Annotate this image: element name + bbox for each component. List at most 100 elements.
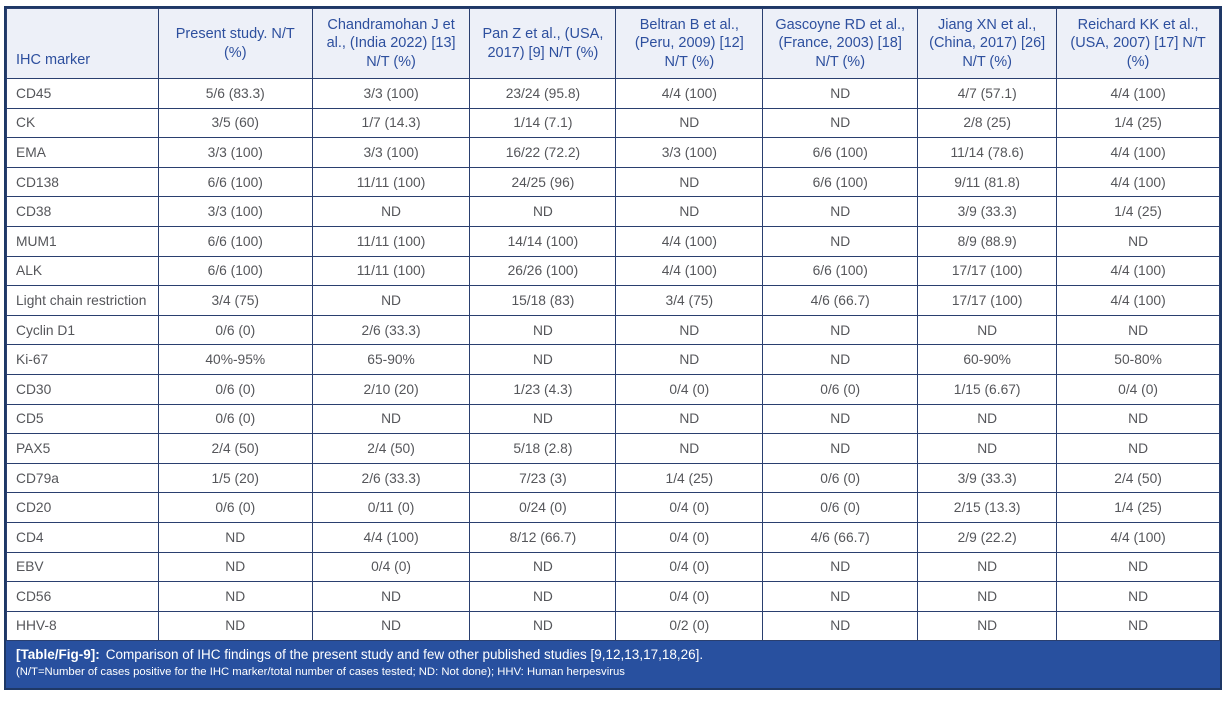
table-header: IHC marker Present study. N/T (%) Chandram… xyxy=(6,8,1220,79)
value-cell: 4/4 (100) xyxy=(1056,166,1220,198)
value-cell: ND xyxy=(917,314,1058,346)
value-cell: 2/4 (50) xyxy=(1056,462,1220,494)
value-cell: ND xyxy=(469,551,617,583)
value-cell: 3/3 (100) xyxy=(311,78,471,109)
column-header: Beltran B et al., (Peru, 2009) [12] N/T … xyxy=(615,8,764,79)
marker-cell: EBV xyxy=(6,551,159,583)
value-cell: 4/4 (100) xyxy=(1056,285,1220,316)
table-row: CD30 0/6 (0) 2/10 (20) 1/23 (4.3) 0/4 (0) 0/6… xyxy=(6,373,1220,405)
value-cell: ND xyxy=(762,433,919,464)
value-cell: 6/6 (100) xyxy=(762,166,919,198)
value-cell: 6/6 (100) xyxy=(762,255,919,287)
value-cell: 4/4 (100) xyxy=(1056,521,1220,553)
value-cell: ND xyxy=(762,610,919,642)
value-cell: ND xyxy=(311,196,471,227)
value-cell: ND xyxy=(762,344,919,375)
value-cell: 40%-95% xyxy=(157,344,313,375)
table-row: Cyclin D1 0/6 (0) 2/6 (33.3) ND ND ND ND ND xyxy=(6,314,1220,346)
table-row: EBV ND 0/4 (0) ND 0/4 (0) ND ND ND xyxy=(6,551,1220,583)
value-cell: ND xyxy=(615,403,764,435)
value-cell: 8/12 (66.7) xyxy=(469,521,617,553)
value-cell: 4/4 (100) xyxy=(615,255,764,287)
value-cell: 3/3 (100) xyxy=(615,137,764,168)
table-row: CD4 ND 4/4 (100) 8/12 (66.7) 0/4 (0) 4/6 (66.… xyxy=(6,521,1220,553)
value-cell: 11/14 (78.6) xyxy=(917,137,1058,168)
value-cell: ND xyxy=(469,196,617,227)
value-cell: 5/6 (83.3) xyxy=(157,78,313,109)
value-cell: 1/23 (4.3) xyxy=(469,373,617,405)
caption-footnote: (N/T=Number of cases positive for the IH… xyxy=(16,666,625,679)
value-cell: ND xyxy=(1056,225,1220,257)
value-cell: 3/9 (33.3) xyxy=(917,462,1058,494)
caption-text: Comparison of IHC findings of the presen… xyxy=(105,647,704,663)
table-row: Light chain restriction 3/4 (75) ND 15/18 (… xyxy=(6,285,1220,316)
value-cell: 1/4 (25) xyxy=(1056,107,1220,139)
value-cell: 6/6 (100) xyxy=(157,166,313,198)
value-cell: 4/4 (100) xyxy=(615,78,764,109)
value-cell: ND xyxy=(469,403,617,435)
value-cell: 0/11 (0) xyxy=(311,492,471,523)
table-row: CK 3/5 (60) 1/7 (14.3) 1/14 (7.1) ND ND 2/8 (2… xyxy=(6,107,1220,139)
marker-cell: EMA xyxy=(6,137,159,168)
value-cell: ND xyxy=(615,166,764,198)
value-cell: 0/6 (0) xyxy=(762,462,919,494)
value-cell: 0/4 (0) xyxy=(615,521,764,553)
value-cell: 8/9 (88.9) xyxy=(917,225,1058,257)
table-row: CD38 3/3 (100) ND ND ND ND 3/9 (33.3) 1/4 (25) xyxy=(6,196,1220,227)
value-cell: ND xyxy=(1056,314,1220,346)
value-cell: 3/3 (100) xyxy=(311,137,471,168)
table-row: CD5 0/6 (0) ND ND ND ND ND ND xyxy=(6,403,1220,435)
value-cell: ND xyxy=(917,581,1058,612)
value-cell: ND xyxy=(157,551,313,583)
value-cell: 0/4 (0) xyxy=(615,373,764,405)
ihc-comparison-table: IHC marker Present study. N/T (%) Chandram… xyxy=(6,8,1220,642)
column-header: Jiang XN et al., (China, 2017) [26] N/T … xyxy=(917,8,1058,79)
value-cell: ND xyxy=(762,581,919,612)
column-header: Present study. N/T (%) xyxy=(157,8,313,79)
table-row: HHV-8 ND ND ND 0/2 (0) ND ND ND xyxy=(6,610,1220,642)
marker-cell: CD38 xyxy=(6,196,159,227)
value-cell: 2/15 (13.3) xyxy=(917,492,1058,523)
value-cell: 24/25 (96) xyxy=(469,166,617,198)
value-cell: 5/18 (2.8) xyxy=(469,433,617,464)
table-row: ALK 6/6 (100) 11/11 (100) 26/26 (100) 4/4 (1… xyxy=(6,255,1220,287)
value-cell: 2/4 (50) xyxy=(311,433,471,464)
column-header: Chandramohan J et al., (India 2022) [13]… xyxy=(311,8,471,79)
marker-cell: CD5 xyxy=(6,403,159,435)
value-cell: 4/7 (57.1) xyxy=(917,78,1058,109)
value-cell: ND xyxy=(615,107,764,139)
value-cell: 0/6 (0) xyxy=(157,403,313,435)
marker-cell: HHV-8 xyxy=(6,610,159,642)
value-cell: 4/4 (100) xyxy=(615,225,764,257)
table-caption: [Table/Fig-9]: Comparison of IHC findings… xyxy=(6,641,1220,689)
marker-cell: PAX5 xyxy=(6,433,159,464)
value-cell: 3/4 (75) xyxy=(157,285,313,316)
value-cell: 11/11 (100) xyxy=(311,225,471,257)
table-row: MUM1 6/6 (100) 11/11 (100) 14/14 (100) 4/4 (… xyxy=(6,225,1220,257)
table-row: Ki-67 40%-95% 65-90% ND ND ND 60-90% 50-80% xyxy=(6,344,1220,375)
header-row: IHC marker Present study. N/T (%) Chandram… xyxy=(6,8,1220,79)
value-cell: ND xyxy=(1056,403,1220,435)
value-cell: ND xyxy=(1056,551,1220,583)
value-cell: ND xyxy=(762,196,919,227)
table-row: PAX5 2/4 (50) 2/4 (50) 5/18 (2.8) ND ND ND ND xyxy=(6,433,1220,464)
value-cell: ND xyxy=(1056,581,1220,612)
caption-line: [Table/Fig-9]: Comparison of IHC findings… xyxy=(16,646,1210,665)
value-cell: ND xyxy=(917,610,1058,642)
value-cell: 2/10 (20) xyxy=(311,373,471,405)
value-cell: ND xyxy=(469,314,617,346)
value-cell: 0/4 (0) xyxy=(615,581,764,612)
value-cell: 2/4 (50) xyxy=(157,433,313,464)
value-cell: 17/17 (100) xyxy=(917,285,1058,316)
value-cell: 4/6 (66.7) xyxy=(762,285,919,316)
value-cell: ND xyxy=(615,433,764,464)
value-cell: 0/4 (0) xyxy=(615,492,764,523)
marker-cell: CD56 xyxy=(6,581,159,612)
caption-label: [Table/Fig-9]: xyxy=(16,647,100,663)
value-cell: 3/3 (100) xyxy=(157,196,313,227)
value-cell: ND xyxy=(917,551,1058,583)
marker-cell: CK xyxy=(6,107,159,139)
value-cell: ND xyxy=(762,225,919,257)
value-cell: 1/15 (6.67) xyxy=(917,373,1058,405)
value-cell: ND xyxy=(615,196,764,227)
